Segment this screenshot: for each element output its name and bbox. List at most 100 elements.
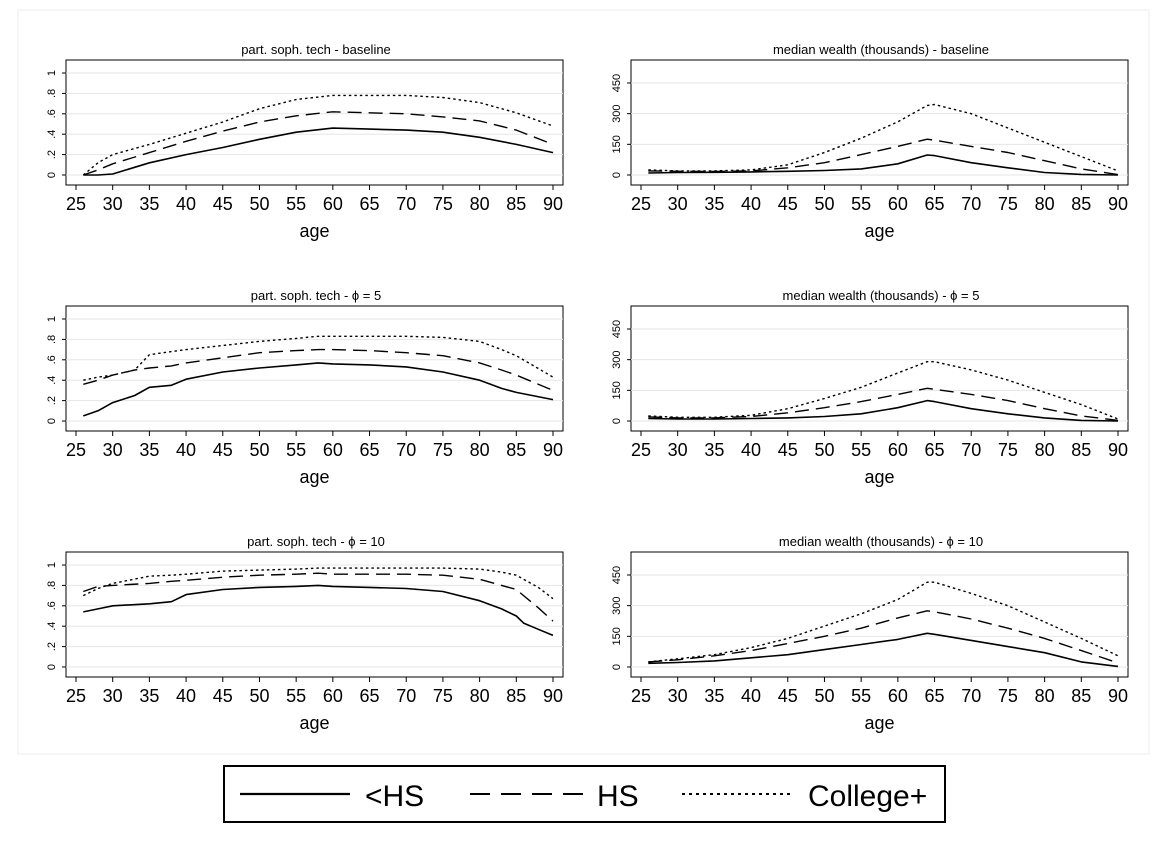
x-tick-label: 85: [1071, 440, 1091, 460]
x-tick-label: 70: [396, 686, 416, 706]
x-tick-label: 70: [961, 686, 981, 706]
series-line-dotted: [648, 361, 1119, 420]
y-tick-label: 450: [611, 320, 623, 338]
x-tick-label: 80: [1035, 194, 1055, 214]
x-tick-label: 90: [543, 194, 563, 214]
y-tick-label: .8: [46, 581, 58, 590]
series-line-dashed: [83, 348, 554, 392]
series-line-solid: [648, 632, 1119, 668]
x-tick-label: 65: [360, 440, 380, 460]
x-tick-label: 45: [778, 194, 798, 214]
x-axis-label: age: [864, 467, 894, 487]
legend-label-college: College+: [808, 780, 927, 813]
x-tick-label: 40: [741, 194, 761, 214]
x-tick-label: 45: [213, 686, 233, 706]
x-tick-label: 35: [139, 440, 159, 460]
x-tick-label: 50: [814, 440, 834, 460]
panel-1: 0 .2 .4 .6 .8 1 25 30 35 40 45 50 55 60 65 70 75 80 85 90 pa…: [46, 42, 564, 241]
x-tick-label: 80: [470, 194, 490, 214]
x-axis-label: age: [864, 221, 894, 241]
plot-area: [630, 305, 1129, 432]
panel-title: part. soph. tech - baseline: [241, 42, 391, 57]
plot-area: [65, 59, 564, 186]
series-line-solid: [83, 362, 554, 417]
x-tick-label: 40: [176, 194, 196, 214]
x-tick-label: 50: [814, 194, 834, 214]
x-tick-label: 25: [66, 440, 86, 460]
x-tick-label: 90: [543, 440, 563, 460]
x-tick-label: 45: [778, 686, 798, 706]
x-tick-label: 80: [470, 686, 490, 706]
series-line-solid: [83, 127, 554, 176]
x-tick-label: 25: [631, 440, 651, 460]
y-tick-label: .4: [46, 376, 58, 385]
x-tick-label: 55: [286, 194, 306, 214]
y-tick-label: .2: [46, 150, 58, 159]
series-line-solid: [648, 399, 1119, 422]
x-tick-label: 75: [433, 440, 453, 460]
y-tick-label: 0: [611, 418, 623, 424]
x-tick-label: 35: [704, 686, 724, 706]
x-tick-label: 55: [851, 194, 871, 214]
x-tick-label: 60: [888, 440, 908, 460]
x-tick-label: 50: [814, 686, 834, 706]
x-tick-label: 35: [139, 686, 159, 706]
x-tick-label: 75: [998, 440, 1018, 460]
x-tick-label: 30: [103, 194, 123, 214]
x-tick-label: 60: [323, 194, 343, 214]
y-tick-label: 450: [611, 74, 623, 92]
y-tick-label: 0: [611, 172, 623, 178]
x-tick-label: 85: [1071, 686, 1091, 706]
series-line-dashed: [648, 387, 1119, 422]
x-tick-label: 70: [961, 440, 981, 460]
panel-6: 0 150 300 450 25 30 35 40 45 50 55 60 65 70 75 80 85 90 me…: [611, 534, 1129, 733]
y-tick-label: 150: [611, 135, 623, 153]
x-tick-label: 60: [888, 194, 908, 214]
x-axis-label: age: [299, 467, 329, 487]
plot-area: [630, 59, 1129, 186]
x-tick-label: 25: [66, 194, 86, 214]
legend: <HS HS College+: [223, 765, 946, 823]
panel-title: median wealth (thousands) - ϕ = 10: [779, 534, 983, 549]
y-tick-label: 300: [611, 104, 623, 122]
x-tick-label: 65: [925, 686, 945, 706]
x-tick-label: 65: [360, 686, 380, 706]
x-tick-label: 80: [1035, 686, 1055, 706]
x-tick-label: 40: [176, 686, 196, 706]
series-line-dashed: [83, 111, 554, 176]
x-tick-label: 70: [396, 440, 416, 460]
y-tick-label: 0: [611, 664, 623, 670]
x-tick-label: 45: [778, 440, 798, 460]
panel-2: 0 150 300 450 25 30 35 40 45 50 55 60 65 70 75 80 85 90 me…: [611, 42, 1129, 241]
x-tick-label: 40: [741, 686, 761, 706]
series-line-dotted: [83, 335, 554, 381]
y-tick-label: 300: [611, 350, 623, 368]
panel-3: 0 .2 .4 .6 .8 1 25 30 35 40 45 50 55 60 65 70 75 80 85 90 pa…: [46, 288, 564, 487]
x-axis-label: age: [864, 713, 894, 733]
x-tick-label: 55: [286, 686, 306, 706]
x-tick-label: 70: [396, 194, 416, 214]
x-tick-label: 90: [1108, 440, 1128, 460]
plot-area: [630, 551, 1129, 678]
x-tick-label: 45: [213, 194, 233, 214]
x-tick-label: 85: [506, 440, 526, 460]
x-tick-label: 90: [543, 686, 563, 706]
y-tick-label: .4: [46, 130, 58, 139]
x-tick-label: 75: [998, 686, 1018, 706]
y-tick-label: .8: [46, 335, 58, 344]
x-tick-label: 85: [506, 194, 526, 214]
panel-title: part. soph. tech - ϕ = 10: [247, 534, 385, 549]
x-tick-label: 30: [668, 440, 688, 460]
x-tick-label: 85: [506, 686, 526, 706]
series-line-dashed: [648, 138, 1119, 176]
x-axis-label: age: [299, 713, 329, 733]
y-tick-label: 1: [46, 562, 58, 568]
plot-area: [65, 305, 564, 432]
x-axis-label: age: [299, 221, 329, 241]
x-tick-label: 50: [249, 686, 269, 706]
x-tick-label: 40: [741, 440, 761, 460]
x-tick-label: 30: [103, 686, 123, 706]
y-tick-label: .2: [46, 396, 58, 405]
y-tick-label: 0: [46, 172, 58, 178]
panels: 0 .2 .4 .6 .8 1 25 30 35 40 45 50 55 60 65 70 75 80 85 90 pa…: [46, 42, 1129, 733]
